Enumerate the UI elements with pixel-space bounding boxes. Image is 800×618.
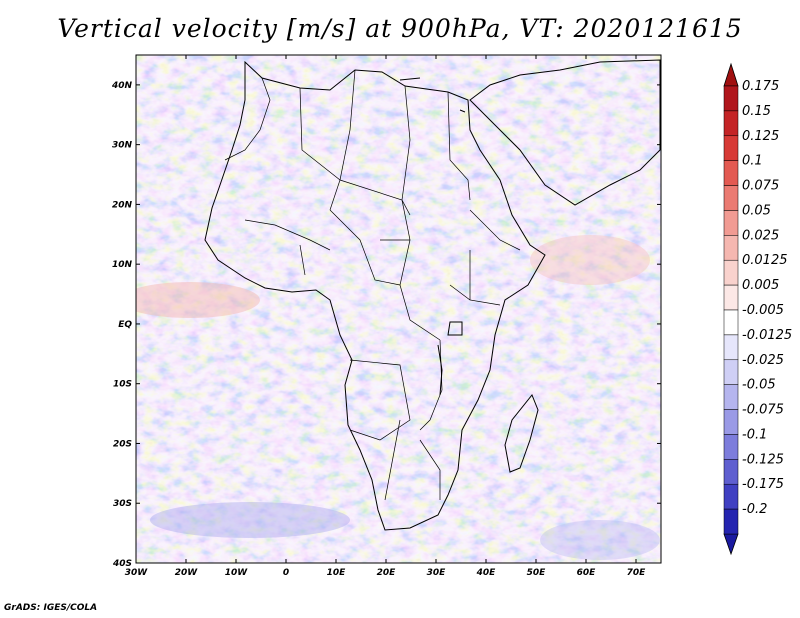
lon-tick-label: 30W: [125, 568, 149, 578]
colorbar-swatch: [723, 85, 739, 112]
colorbar-swatch: [723, 284, 739, 311]
madagascar-coastline: [504, 394, 539, 473]
colorbar-swatch: [723, 160, 739, 186]
mediterranean-islands: [399, 77, 466, 113]
colorbar-swatch: [723, 185, 739, 211]
colorbar-bottom-arrow: [723, 533, 739, 556]
colorbar-label: 0.0125: [742, 253, 788, 268]
lake-tanganyika: [437, 344, 443, 396]
lon-tick-label: 0: [283, 568, 289, 578]
colorbar-swatch: [723, 359, 739, 385]
colorbar-swatch: [723, 508, 739, 535]
colorbar-label: -0.125: [742, 452, 784, 467]
lon-tick-label: 60E: [577, 568, 597, 578]
coastlines-and-borders: [204, 59, 661, 531]
lat-tick-label: 20S: [113, 439, 132, 449]
lon-tick-label: 10W: [225, 568, 249, 578]
grads-credit: GrADS: IGES/COLA: [4, 603, 98, 613]
colorbar-swatch: [723, 135, 739, 161]
longitude-axis: 30W 20W 10W 0 10E 20E 30E 40E 50E 60E 70E: [125, 55, 646, 578]
lon-tick-label: 40E: [476, 568, 497, 578]
lake-victoria: [447, 321, 463, 336]
arabian-peninsula-coastline: [469, 59, 661, 206]
colorbar-swatch: [723, 110, 739, 137]
lon-tick-label: 70E: [627, 568, 647, 578]
colorbar-label: 0.15: [742, 104, 771, 119]
lon-tick-label: 20E: [377, 568, 397, 578]
colorbar-label: -0.025: [742, 353, 784, 368]
colorbar-legend: 0.175 0.15 0.125 0.1 0.075 0.05 0.025 0.0125 0.0…: [723, 62, 792, 556]
border-lines: [224, 69, 521, 501]
colorbar-swatch: [723, 235, 739, 261]
map-frame: [135, 54, 662, 564]
colorbar-label: -0.0125: [742, 328, 792, 343]
chart-title: Vertical velocity [m/s] at 900hPa, VT: 2…: [57, 14, 743, 43]
colorbar-label: 0.075: [742, 179, 779, 194]
velocity-field: [136, 55, 661, 563]
colorbar-swatch: [723, 210, 739, 236]
colorbar-label: -0.1: [742, 427, 767, 442]
colorbar-top-arrow: [723, 62, 739, 87]
lat-tick-label: 30S: [113, 499, 132, 509]
colorbar-label: 0.05: [742, 203, 771, 218]
colorbar-label: 0.1: [742, 154, 763, 169]
lat-tick-label: 10N: [112, 260, 133, 270]
latitude-axis: 40N 30N 20N 10N EQ 10S 20S 30S 40S: [111, 81, 661, 569]
lat-tick-label: EQ: [118, 320, 132, 330]
lon-tick-label: 30E: [427, 568, 447, 578]
colorbar-label: -0.2: [742, 502, 767, 517]
lat-tick-label: 30N: [112, 141, 133, 151]
africa-coastline: [204, 60, 546, 531]
colorbar-label: -0.05: [742, 378, 776, 393]
colorbar-label: -0.075: [742, 403, 784, 418]
colorbar-swatch: [723, 334, 739, 361]
lon-tick-label: 10E: [327, 568, 347, 578]
colorbar-swatch: [723, 384, 739, 410]
lon-tick-label: 50E: [527, 568, 547, 578]
colorbar-swatch: [723, 259, 739, 286]
lat-tick-label: 20N: [112, 200, 133, 210]
colorbar-label: 0.125: [742, 129, 779, 144]
colorbar-swatch: [723, 309, 739, 336]
colorbar-swatch: [723, 459, 739, 485]
lat-tick-label: 40N: [111, 81, 133, 91]
colorbar-label: -0.175: [742, 477, 784, 492]
colorbar-swatch: [723, 434, 739, 460]
colorbar-label: -0.005: [742, 303, 784, 318]
lat-tick-label: 10S: [113, 380, 132, 390]
colorbar-swatch: [723, 409, 739, 435]
colorbar-label: 0.175: [742, 79, 779, 94]
colorbar-swatch: [723, 483, 739, 510]
lon-tick-label: 20W: [175, 568, 199, 578]
colorbar-label: 0.005: [742, 278, 779, 293]
lat-tick-label: 40S: [112, 559, 132, 569]
colorbar-label: 0.025: [742, 228, 779, 243]
